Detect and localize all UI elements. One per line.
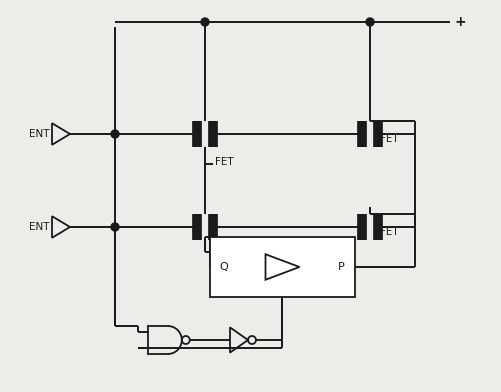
Text: FET: FET <box>379 134 398 144</box>
Text: ENT: ENT <box>30 222 50 232</box>
Text: FET: FET <box>214 244 233 254</box>
Bar <box>209 237 354 297</box>
Text: FET: FET <box>214 157 233 167</box>
Text: FET: FET <box>379 227 398 237</box>
Text: Q: Q <box>219 262 228 272</box>
Text: +: + <box>454 15 466 29</box>
Circle shape <box>365 18 373 26</box>
Circle shape <box>111 223 119 231</box>
Circle shape <box>111 130 119 138</box>
Text: ENT: ENT <box>30 129 50 139</box>
Circle shape <box>200 18 208 26</box>
Text: P: P <box>337 262 344 272</box>
